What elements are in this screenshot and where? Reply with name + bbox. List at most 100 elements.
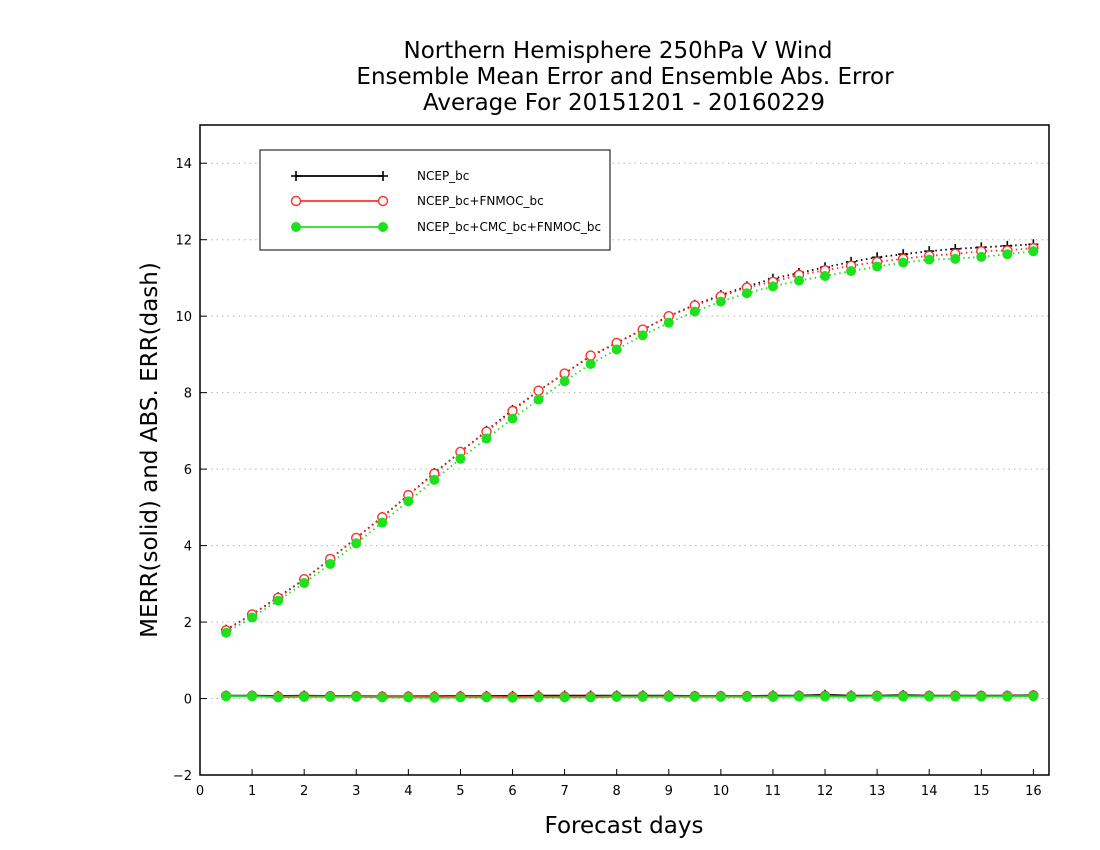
merr-point xyxy=(872,691,883,702)
series-3 xyxy=(221,246,1039,703)
merr-point xyxy=(585,692,596,703)
merr-point xyxy=(950,691,961,702)
abs-err-line xyxy=(225,243,1034,631)
abs-err-point xyxy=(559,376,570,387)
y-axis-title: MERR(solid) and ABS. ERR(dash) xyxy=(137,262,163,638)
merr-point xyxy=(846,692,857,702)
abs-err-point xyxy=(455,453,466,464)
abs-err-point xyxy=(377,517,388,528)
abs-err-point xyxy=(533,394,544,405)
abs-err-point xyxy=(351,538,362,549)
merr-point xyxy=(507,692,518,703)
merr-point xyxy=(715,692,726,702)
x-tick-label: 11 xyxy=(765,784,782,799)
x-axis-title: Forecast days xyxy=(545,813,704,839)
merr-point xyxy=(689,692,700,702)
legend-marker xyxy=(291,171,301,181)
x-tick-label: 15 xyxy=(973,784,990,799)
merr-point xyxy=(924,691,935,702)
x-tick-label: 10 xyxy=(713,784,730,799)
legend-label: NCEP_bc+CMC_bc+FNMOC_bc xyxy=(417,220,601,234)
x-tick-label: 1 xyxy=(248,784,256,799)
merr-point xyxy=(455,692,466,703)
merr-point xyxy=(273,692,284,703)
chart-title-line-1: Northern Hemisphere 250hPa V Wind xyxy=(404,38,833,64)
merr-point xyxy=(1028,691,1039,702)
series-layer xyxy=(220,239,1039,703)
abs-err-point xyxy=(273,595,284,606)
y-tick-label: 14 xyxy=(175,157,192,172)
abs-err-point xyxy=(325,558,336,569)
abs-err-point xyxy=(1028,246,1039,257)
chart-title-line-2: Ensemble Mean Error and Ensemble Abs. Er… xyxy=(356,64,894,90)
abs-err-point xyxy=(1002,249,1013,260)
y-tick-label: 0 xyxy=(184,693,192,708)
abs-err-point xyxy=(689,306,700,317)
grid-lines xyxy=(200,162,1049,700)
abs-err-line xyxy=(225,247,1034,632)
abs-err-point xyxy=(820,271,831,282)
legend-item: NCEP_bc+FNMOC_bc xyxy=(290,194,544,208)
x-tick-label: 8 xyxy=(613,784,621,799)
merr-point xyxy=(1002,691,1013,702)
merr-point xyxy=(351,692,362,702)
merr-point xyxy=(611,692,622,702)
legend-label: NCEP_bc+FNMOC_bc xyxy=(417,194,544,208)
legend-box xyxy=(259,149,611,251)
x-tick-label: 14 xyxy=(921,784,938,799)
chart-title-line-3: Average For 20151201 - 20160229 xyxy=(423,90,825,116)
abs-err-point xyxy=(637,330,648,341)
abs-err-point xyxy=(872,261,883,272)
x-tick-label: 3 xyxy=(352,784,360,799)
abs-err-point xyxy=(429,474,440,485)
merr-point xyxy=(429,692,440,703)
merr-point xyxy=(403,692,414,703)
merr-point xyxy=(767,692,778,702)
x-tick-label: 16 xyxy=(1025,784,1042,799)
y-tick-label: 4 xyxy=(184,540,192,555)
merr-point xyxy=(247,691,258,702)
x-tick-label: 4 xyxy=(404,784,412,799)
abs-err-point xyxy=(715,296,726,307)
legend-item: NCEP_bc+CMC_bc+FNMOC_bc xyxy=(291,220,601,234)
x-tick-label: 0 xyxy=(196,784,204,799)
abs-err-point xyxy=(793,275,804,286)
x-tick-label: 7 xyxy=(560,784,568,799)
abs-err-point xyxy=(611,344,622,355)
y-tick-label: 10 xyxy=(175,310,192,325)
abs-err-point xyxy=(507,413,518,424)
x-tick-label: 12 xyxy=(817,784,834,799)
x-tick-label: 5 xyxy=(456,784,464,799)
merr-point xyxy=(793,691,804,702)
merr-point xyxy=(325,692,336,702)
y-tick-label: −2 xyxy=(173,769,192,784)
x-tick-label: 6 xyxy=(508,784,516,799)
abs-err-point xyxy=(741,288,752,299)
abs-err-point xyxy=(403,496,414,507)
merr-point xyxy=(481,692,492,703)
abs-err-line xyxy=(225,250,1034,634)
y-tick-label: 12 xyxy=(175,234,192,249)
plot-frame xyxy=(199,124,1050,776)
legend: NCEP_bc NCEP_bc+FNMOC_bc NCEP_bc+CMC_bc+FN… xyxy=(259,149,611,251)
merr-line xyxy=(226,695,1034,699)
merr-point xyxy=(559,692,570,703)
legend-marker xyxy=(377,195,389,207)
abs-err-point xyxy=(924,254,935,265)
abs-err-point xyxy=(846,266,857,277)
merr-point xyxy=(976,691,987,702)
y-tick-label: 2 xyxy=(184,616,192,631)
abs-err-point xyxy=(481,433,492,444)
merr-point xyxy=(898,691,909,702)
abs-err-point xyxy=(950,253,961,264)
merr-point xyxy=(741,692,752,702)
merr-point xyxy=(221,691,232,702)
y-tick-label: 6 xyxy=(184,463,192,478)
merr-point xyxy=(533,692,544,703)
merr-point xyxy=(820,691,831,702)
merr-point xyxy=(663,692,674,702)
x-tick-label: 13 xyxy=(869,784,886,799)
abs-err-point xyxy=(247,612,258,623)
abs-err-point xyxy=(976,251,987,262)
